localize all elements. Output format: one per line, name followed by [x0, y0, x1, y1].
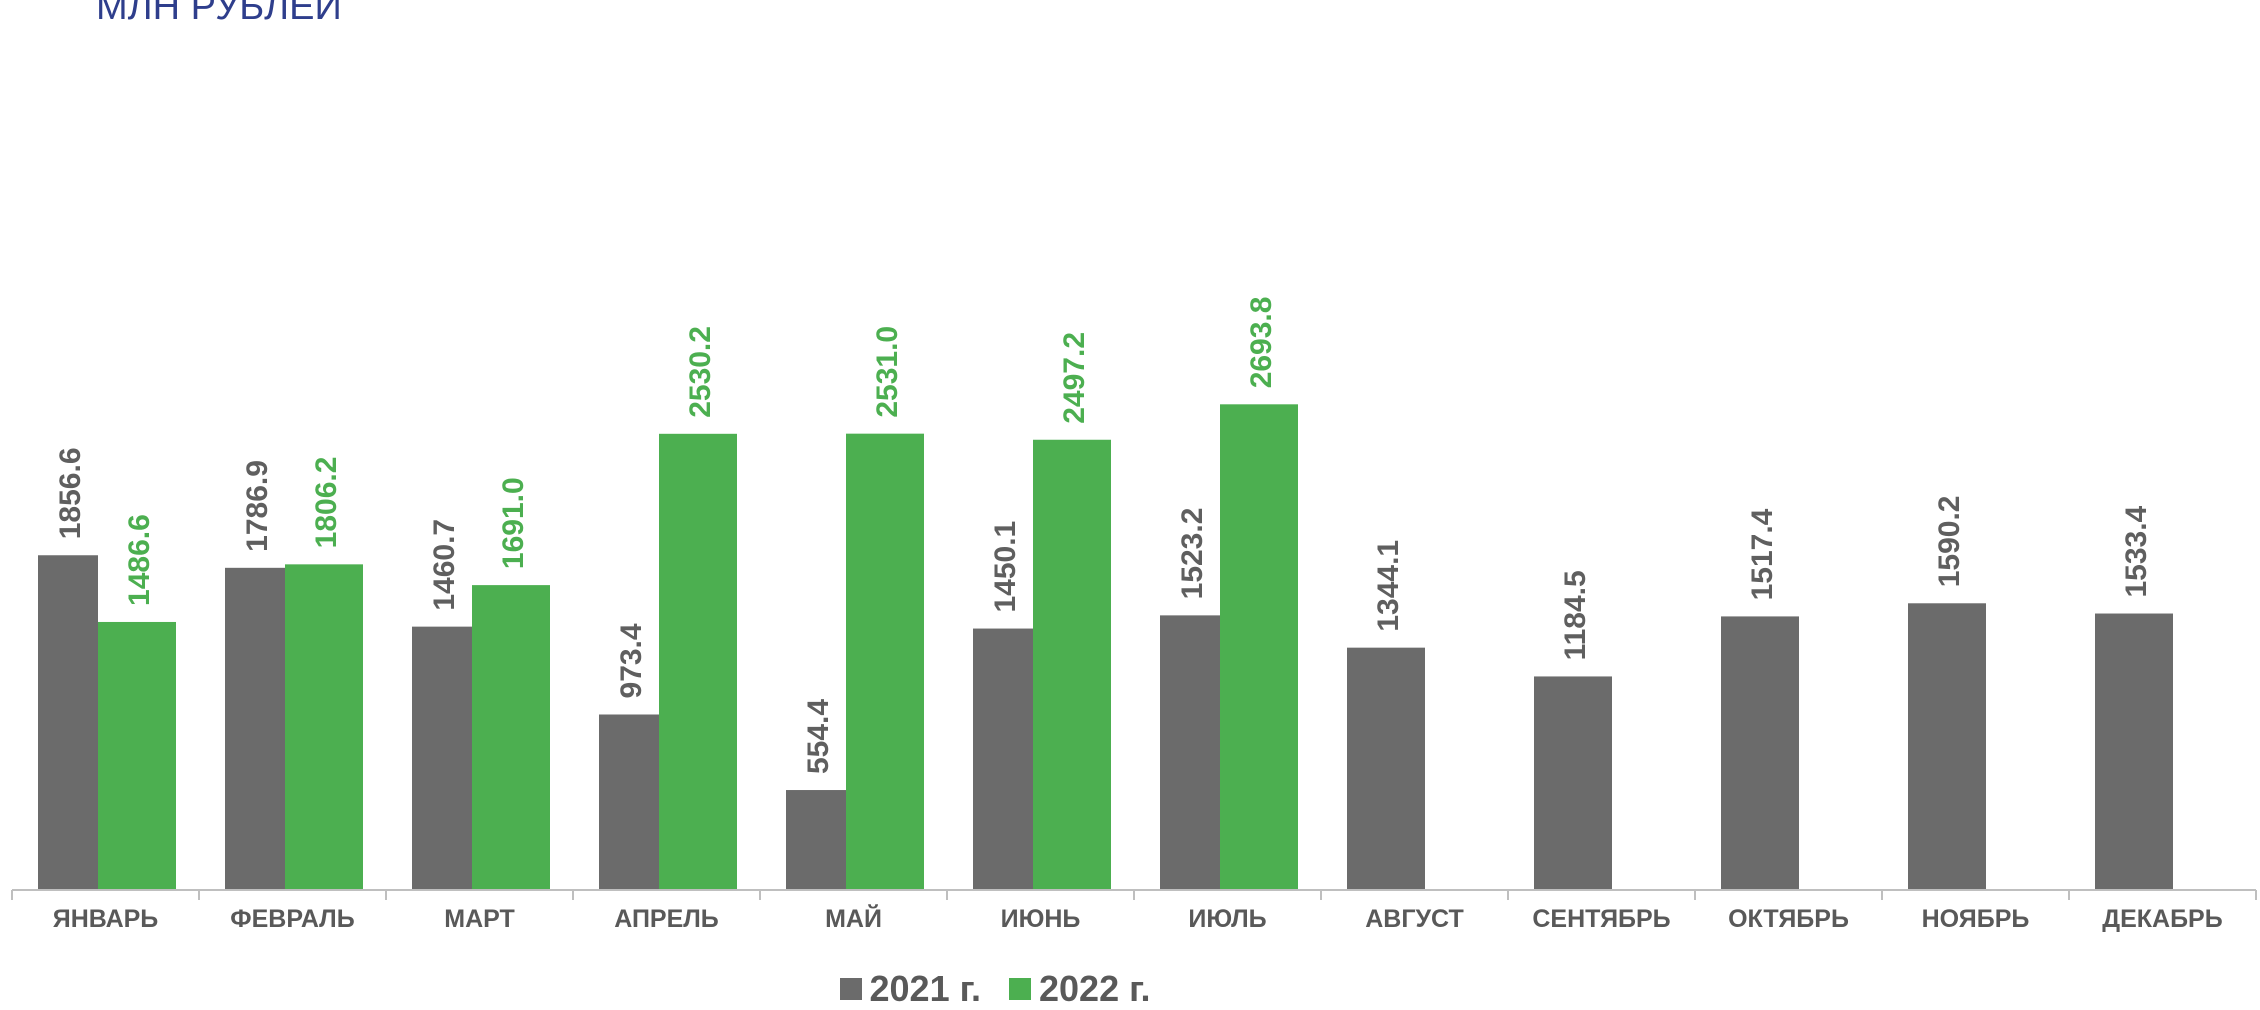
value-label-2021-1: 1856.6 — [54, 447, 87, 539]
value-label-2022-3: 1691.0 — [497, 477, 530, 569]
value-label-2021-2: 1786.9 — [241, 460, 274, 552]
bar-2021-11 — [1908, 603, 1986, 890]
value-label-2021-8: 1344.1 — [1372, 540, 1405, 632]
bar-2021-6 — [973, 628, 1033, 890]
legend-item-2022: 2022 г. — [1009, 968, 1150, 1010]
value-label-2022-6: 2497.2 — [1058, 332, 1091, 424]
legend-item-2021: 2021 г. — [839, 968, 981, 1010]
value-label-2022-2: 1806.2 — [310, 457, 343, 549]
legend-label-2022: 2022 г. — [1039, 968, 1151, 1009]
category-label-2: ФЕВРАЛЬ — [230, 905, 354, 933]
legend: 2021 г. 2022 г. — [0, 968, 1990, 1010]
legend-swatch-2022 — [1009, 978, 1031, 1000]
category-label-1: ЯНВАРЬ — [53, 905, 159, 933]
value-label-2021-3: 1460.7 — [428, 519, 461, 611]
value-label-2021-4: 973.4 — [615, 623, 648, 698]
value-label-2021-6: 1450.1 — [989, 521, 1022, 613]
category-label-6: ИЮНЬ — [1001, 905, 1081, 933]
bar-2021-3 — [412, 626, 472, 890]
unit-label: МЛН РУБЛЕЙ — [96, 0, 342, 28]
legend-swatch-2021 — [839, 978, 862, 1000]
bar-2021-4 — [599, 714, 659, 890]
bar-2021-7 — [1160, 615, 1220, 890]
legend-label-2021: 2021 г. — [869, 968, 981, 1009]
bar-chart: 1856.6 1486.6 1786.9 1806.2 1460.7 1691.0 973.… — [11, 297, 2257, 933]
category-labels-layer: ЯНВАРЬ ФЕВРАЛЬ МАРТ АПРЕЛЬ МАЙ ИЮНЬ ИЮЛЬ АВГУСТ… — [53, 903, 2223, 933]
category-label-9: СЕНТЯБРЬ — [1532, 905, 1670, 933]
category-label-12: ДЕКАБРЬ — [2102, 905, 2222, 933]
value-label-2021-7: 1523.2 — [1176, 508, 1209, 600]
bar-2022-4 — [659, 433, 737, 890]
bar-2021-8 — [1347, 647, 1425, 890]
value-label-2022-4: 2530.2 — [684, 326, 717, 418]
bars-layer — [38, 404, 2173, 890]
value-label-2021-9: 1184.5 — [1559, 570, 1592, 660]
category-label-4: АПРЕЛЬ — [614, 905, 719, 933]
bar-2022-2 — [285, 564, 363, 890]
value-label-2021-11: 1590.2 — [1933, 496, 1966, 588]
category-label-8: АВГУСТ — [1365, 905, 1464, 933]
bar-2022-5 — [846, 433, 924, 890]
category-label-10: ОКТЯБРЬ — [1728, 905, 1849, 933]
bar-2021-10 — [1721, 616, 1799, 890]
value-label-2021-10: 1517.4 — [1746, 508, 1779, 600]
bar-2022-3 — [472, 585, 550, 890]
bar-2021-9 — [1534, 676, 1612, 890]
value-label-2022-7: 2693.8 — [1245, 297, 1278, 389]
value-labels-layer: 1856.6 1486.6 1786.9 1806.2 1460.7 1691.0 973.… — [54, 297, 2153, 774]
value-label-2021-5: 554.4 — [802, 699, 835, 774]
category-label-11: НОЯБРЬ — [1922, 905, 2030, 933]
bar-2021-1 — [38, 555, 98, 890]
x-axis — [11, 889, 2257, 900]
value-label-2022-5: 2531.0 — [871, 326, 904, 418]
value-label-2021-12: 1533.4 — [2120, 505, 2153, 597]
bar-2021-2 — [225, 567, 285, 890]
category-label-5: МАЙ — [825, 903, 882, 933]
bar-2022-1 — [98, 621, 176, 890]
category-label-7: ИЮЛЬ — [1188, 905, 1266, 933]
value-label-2022-1: 1486.6 — [123, 514, 156, 606]
bar-2022-6 — [1033, 439, 1111, 890]
category-label-3: МАРТ — [444, 905, 515, 933]
bar-2021-5 — [786, 790, 846, 890]
bar-2021-12 — [2095, 613, 2173, 890]
bar-2022-7 — [1220, 404, 1298, 890]
